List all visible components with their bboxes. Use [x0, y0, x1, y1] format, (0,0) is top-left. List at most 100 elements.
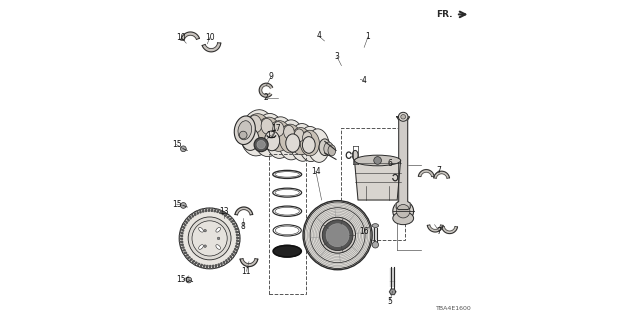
Polygon shape: [396, 117, 410, 210]
Text: 9: 9: [269, 72, 274, 81]
Ellipse shape: [352, 150, 358, 160]
Polygon shape: [180, 229, 184, 231]
Polygon shape: [187, 257, 190, 259]
Polygon shape: [179, 238, 182, 240]
Polygon shape: [236, 245, 239, 248]
Ellipse shape: [261, 118, 273, 134]
Ellipse shape: [355, 155, 401, 166]
Polygon shape: [274, 245, 301, 257]
Ellipse shape: [198, 245, 204, 249]
Polygon shape: [232, 223, 236, 225]
Circle shape: [204, 229, 206, 232]
Text: 15: 15: [172, 200, 182, 209]
Polygon shape: [180, 232, 183, 234]
Polygon shape: [227, 216, 230, 218]
Polygon shape: [223, 261, 225, 265]
Circle shape: [323, 220, 353, 251]
Ellipse shape: [284, 125, 294, 139]
Text: 1: 1: [365, 32, 371, 41]
Polygon shape: [235, 229, 239, 230]
Ellipse shape: [278, 120, 305, 160]
Polygon shape: [234, 226, 237, 227]
Text: 15c: 15c: [176, 276, 190, 284]
Ellipse shape: [303, 132, 312, 143]
Ellipse shape: [300, 130, 319, 156]
Polygon shape: [215, 265, 216, 268]
Polygon shape: [200, 210, 201, 213]
Circle shape: [239, 131, 247, 139]
Polygon shape: [389, 289, 396, 295]
Polygon shape: [179, 241, 183, 243]
Polygon shape: [210, 266, 211, 269]
Polygon shape: [216, 210, 219, 212]
Polygon shape: [232, 253, 234, 256]
Polygon shape: [434, 171, 449, 178]
Ellipse shape: [285, 134, 300, 152]
Text: 15: 15: [172, 140, 182, 149]
Ellipse shape: [238, 121, 252, 140]
Ellipse shape: [307, 129, 330, 162]
Ellipse shape: [280, 124, 301, 153]
Circle shape: [204, 245, 206, 247]
Polygon shape: [230, 255, 232, 259]
Ellipse shape: [241, 110, 275, 156]
Polygon shape: [181, 32, 200, 41]
Text: 11: 11: [242, 267, 251, 276]
Ellipse shape: [255, 117, 281, 150]
Polygon shape: [202, 43, 221, 52]
Polygon shape: [236, 243, 239, 245]
Text: 8: 8: [240, 222, 245, 231]
Ellipse shape: [273, 122, 284, 136]
Polygon shape: [185, 220, 188, 224]
Polygon shape: [207, 266, 208, 268]
Polygon shape: [225, 214, 227, 216]
Ellipse shape: [398, 112, 408, 121]
Ellipse shape: [396, 204, 410, 218]
Text: 17: 17: [271, 124, 281, 133]
Text: 7: 7: [436, 227, 442, 236]
Polygon shape: [220, 211, 222, 213]
Polygon shape: [197, 263, 200, 266]
Ellipse shape: [401, 115, 406, 119]
Ellipse shape: [253, 114, 284, 156]
Text: 7: 7: [436, 166, 442, 175]
Polygon shape: [428, 225, 443, 232]
Polygon shape: [189, 259, 193, 261]
Ellipse shape: [243, 114, 270, 149]
Polygon shape: [442, 227, 458, 234]
Polygon shape: [192, 214, 194, 217]
Polygon shape: [204, 265, 205, 268]
Polygon shape: [180, 247, 184, 248]
Polygon shape: [180, 244, 183, 245]
Polygon shape: [192, 260, 195, 263]
Circle shape: [372, 242, 379, 248]
Circle shape: [326, 224, 349, 247]
Polygon shape: [229, 218, 232, 220]
Text: 6: 6: [387, 159, 392, 168]
Polygon shape: [228, 258, 230, 261]
Polygon shape: [195, 262, 197, 265]
Circle shape: [188, 217, 231, 260]
Ellipse shape: [216, 228, 221, 232]
Text: 12: 12: [266, 131, 276, 140]
Polygon shape: [259, 83, 273, 97]
Ellipse shape: [393, 201, 413, 222]
Text: 16: 16: [359, 227, 369, 236]
Circle shape: [257, 140, 266, 149]
Polygon shape: [236, 231, 239, 233]
Polygon shape: [235, 207, 253, 215]
Ellipse shape: [234, 116, 255, 145]
Text: 5: 5: [387, 297, 392, 306]
Polygon shape: [208, 208, 210, 211]
Polygon shape: [237, 240, 240, 242]
Ellipse shape: [249, 115, 262, 132]
Text: 10: 10: [177, 33, 186, 42]
Ellipse shape: [198, 228, 204, 232]
Bar: [340, 128, 404, 240]
Ellipse shape: [291, 128, 311, 155]
Text: 2: 2: [263, 93, 268, 102]
Polygon shape: [195, 212, 196, 216]
Polygon shape: [197, 211, 198, 214]
Circle shape: [186, 277, 192, 283]
Circle shape: [192, 221, 227, 256]
